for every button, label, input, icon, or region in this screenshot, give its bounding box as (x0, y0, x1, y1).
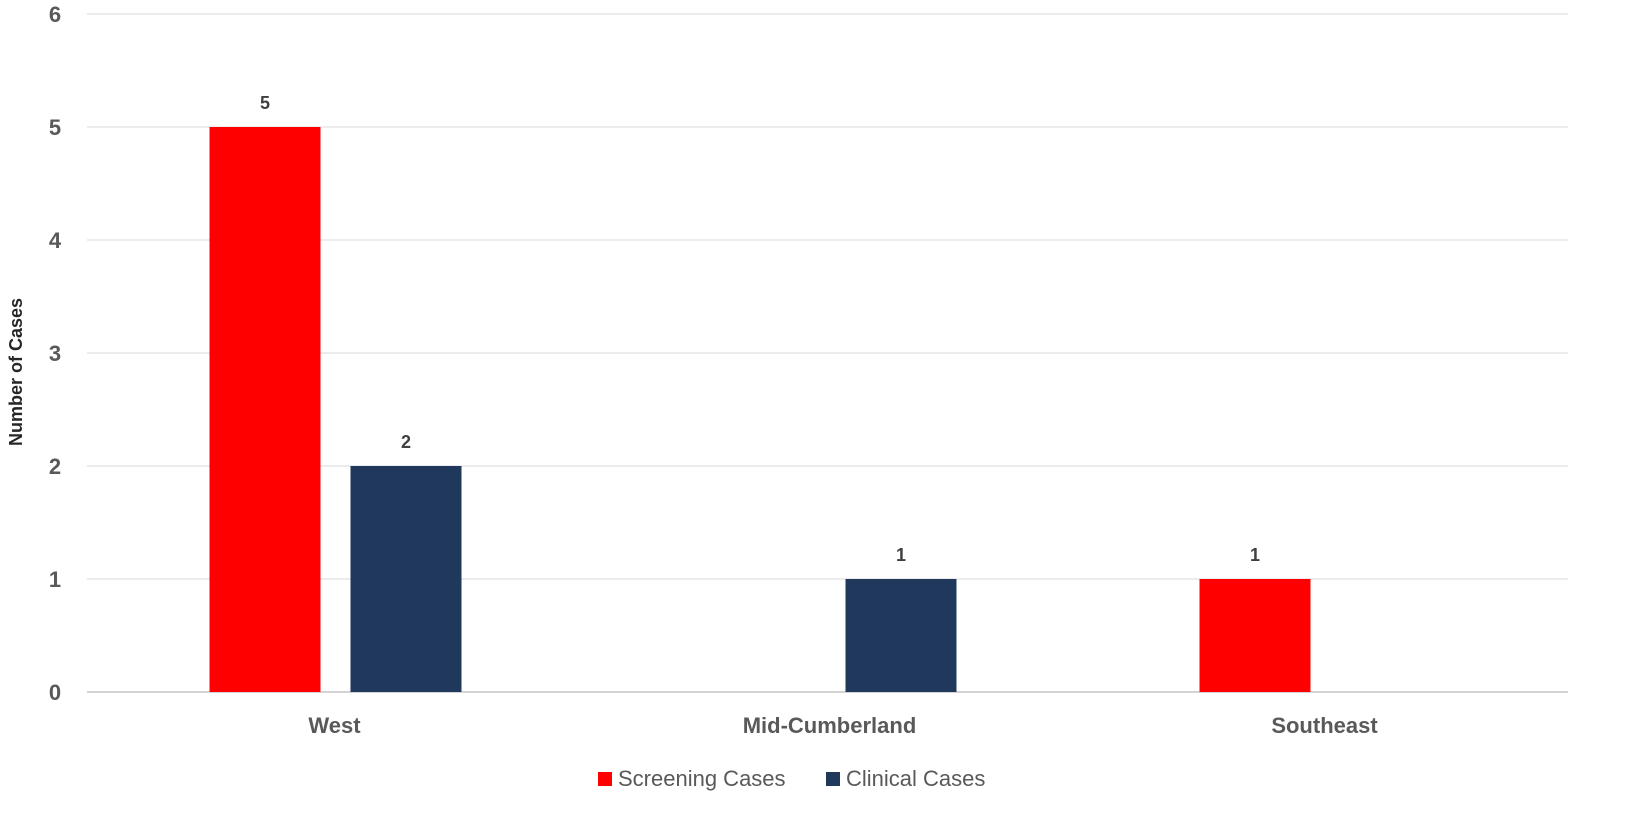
legend-label: Clinical Cases (846, 766, 985, 791)
y-tick-label: 0 (49, 680, 61, 705)
bar (209, 127, 321, 692)
data-label: 1 (896, 545, 906, 565)
data-labels: 5 2 1 1 (260, 93, 1260, 565)
data-label: 1 (1250, 545, 1260, 565)
bar (350, 466, 462, 692)
legend-swatch (826, 772, 840, 786)
bars (209, 127, 1311, 692)
y-axis-ticks: 0 1 2 3 4 5 6 (49, 2, 62, 705)
y-tick-label: 4 (49, 228, 62, 253)
x-tick-label: West (308, 713, 361, 738)
gridlines (87, 13, 1568, 693)
y-tick-label: 6 (49, 2, 61, 27)
y-axis-label: Number of Cases (6, 298, 26, 446)
y-tick-label: 1 (49, 567, 61, 592)
legend-swatch (598, 772, 612, 786)
data-label: 2 (401, 432, 411, 452)
x-tick-label: Mid-Cumberland (743, 713, 917, 738)
y-tick-label: 5 (49, 115, 61, 140)
data-label: 5 (260, 93, 270, 113)
legend: Screening Cases Clinical Cases (598, 766, 985, 791)
y-tick-label: 3 (49, 341, 61, 366)
x-axis-ticks: West Mid-Cumberland Southeast (308, 713, 1378, 738)
bar (845, 579, 957, 692)
x-tick-label: Southeast (1271, 713, 1378, 738)
y-tick-label: 2 (49, 454, 61, 479)
bar (1199, 579, 1311, 692)
legend-label: Screening Cases (618, 766, 786, 791)
